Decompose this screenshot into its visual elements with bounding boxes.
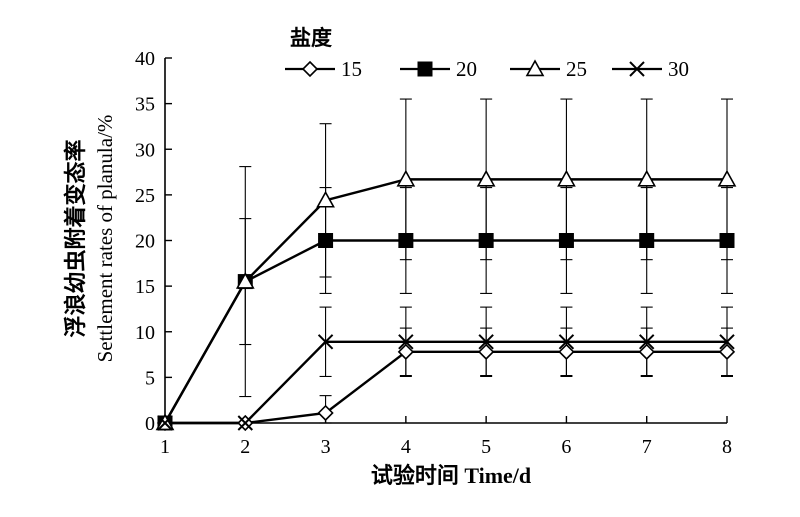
x-tick-label: 6	[561, 436, 571, 458]
legend-marker-25	[525, 59, 545, 77]
data-point-30	[317, 334, 334, 350]
series-line-20	[163, 239, 727, 424]
legend-label-15: 15	[341, 57, 362, 81]
data-point-15	[558, 343, 575, 360]
data-point-25	[476, 169, 496, 187]
data-point-30	[398, 334, 414, 350]
series-line-30	[165, 340, 727, 425]
y-tick-label: 40	[135, 48, 155, 70]
legend-marker-15	[301, 60, 319, 78]
data-point-30	[719, 334, 735, 350]
data-point-30	[478, 334, 494, 350]
y-axis-label-cn: 浮浪幼虫附着变态率	[63, 139, 88, 337]
legend-title: 盐度	[290, 26, 332, 50]
legend-label-20: 20	[456, 57, 477, 81]
error-bars	[239, 98, 733, 424]
x-axis-label: 试验时间 Time/d	[371, 463, 531, 488]
data-point-20	[719, 233, 735, 248]
axis-labels: 试验时间 Time/d 浮浪幼虫附着变态率 Settlement rates of …	[63, 115, 531, 488]
data-point-15	[718, 343, 736, 360]
legend-marker-30	[629, 61, 645, 77]
x-tick-label: 2	[240, 436, 250, 458]
y-tick-label: 10	[135, 322, 155, 344]
data-point-25	[316, 190, 335, 208]
data-point-15	[478, 343, 495, 360]
data-point-30	[157, 415, 173, 431]
data-point-25	[717, 169, 737, 187]
x-tick-label: 7	[642, 436, 652, 458]
data-point-25	[396, 169, 416, 187]
data-point-20	[558, 233, 574, 248]
x-tick-label: 3	[321, 436, 331, 458]
series-line-25	[163, 178, 727, 424]
legend-marker-20	[417, 61, 433, 77]
series-markers	[155, 169, 737, 432]
data-point-25	[557, 169, 576, 187]
x-tick-label: 5	[481, 436, 491, 458]
data-point-30	[558, 334, 575, 350]
series-line-15	[165, 350, 727, 425]
series-lines	[163, 178, 727, 425]
x-tick-label: 8	[722, 436, 732, 458]
legend-label-30: 30	[668, 57, 689, 81]
data-point-20	[639, 233, 655, 248]
data-point-20	[398, 233, 414, 248]
x-tick-label: 1	[160, 436, 170, 458]
data-point-20	[478, 233, 494, 248]
y-axis-label-en: Settlement rates of planula/%	[93, 115, 117, 363]
data-point-20	[318, 233, 334, 248]
y-tick-label: 25	[135, 185, 155, 207]
data-point-30	[237, 415, 253, 431]
y-tick-label: 15	[135, 276, 155, 298]
y-tick-label: 0	[145, 413, 155, 435]
data-point-25	[637, 169, 657, 187]
data-point-30	[639, 334, 655, 350]
data-point-25	[235, 271, 255, 289]
y-tick-label: 20	[135, 231, 155, 253]
data-point-15	[638, 343, 655, 360]
legend-label-25: 25	[566, 57, 587, 81]
y-tick-label: 30	[135, 139, 155, 161]
data-point-15	[397, 343, 414, 360]
y-tick-label: 35	[135, 94, 155, 116]
data-point-15	[317, 404, 334, 422]
legend: 盐度 15 20 25 30	[285, 26, 689, 81]
y-tick-label: 5	[145, 367, 155, 389]
x-tick-label: 4	[401, 436, 411, 458]
axes: 0 5 10 15 20 25 30 35 40 1 2 3 4 5 6 7 8	[135, 48, 732, 458]
